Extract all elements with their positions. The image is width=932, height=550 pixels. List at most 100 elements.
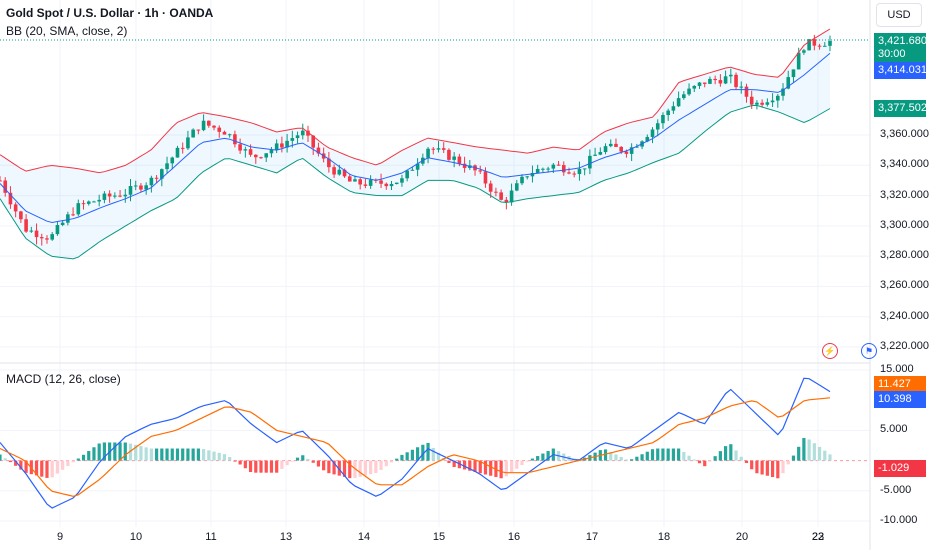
macd-histogram-bar (40, 460, 44, 477)
time-tick-label: 13 (279, 531, 293, 543)
candle-body (358, 179, 362, 185)
macd-histogram-bar (374, 460, 378, 474)
macd-histogram-bar (421, 444, 425, 461)
macd-histogram-bar (207, 450, 211, 461)
candle-body (128, 186, 133, 195)
macd-histogram-bar (509, 460, 514, 473)
candle-body (520, 176, 524, 184)
candle-body (295, 135, 300, 139)
macd-histogram-bar (50, 460, 54, 478)
candle-body (635, 146, 639, 148)
candle-body (264, 153, 269, 158)
macd-histogram-bar (661, 448, 665, 461)
macd-histogram-bar (739, 456, 743, 461)
macd-histogram-bar (369, 460, 373, 475)
macd-histogram-bar (0, 454, 2, 461)
flag-icon[interactable]: ⚑ (861, 343, 877, 359)
candle-body (201, 120, 206, 131)
macd-histogram-bar (405, 452, 409, 461)
candle-body (755, 102, 759, 105)
signal-badge: 10.398 (874, 391, 926, 408)
candle-body (697, 82, 702, 86)
macd-histogram-bar (734, 450, 738, 461)
candle-body (535, 168, 540, 173)
macd-histogram-bar (149, 448, 153, 461)
candle-body (671, 106, 676, 111)
lightning-icon[interactable]: ⚡ (822, 343, 838, 359)
candle-body (499, 192, 503, 200)
candle-body (786, 77, 791, 89)
candle-body (165, 163, 169, 170)
macd-histogram-bar (614, 454, 618, 461)
time-tick-label: 10 (129, 531, 143, 543)
candle-body (327, 158, 331, 168)
candle-body (650, 129, 655, 137)
bollinger-fill (0, 29, 830, 259)
candle-body (342, 169, 347, 177)
time-tick-label: 9 (56, 531, 64, 543)
candle-body (723, 76, 728, 84)
macd-histogram-bar (254, 460, 258, 473)
macd-histogram-bar (436, 452, 441, 461)
bb-middle-badge: 3,414.031 (874, 62, 927, 79)
candle-body (368, 179, 373, 186)
candle-body (92, 201, 96, 203)
macd-histogram-bar (301, 455, 305, 461)
candle-body (212, 125, 216, 128)
macd-histogram-bar (379, 460, 383, 470)
macd-histogram-bar (102, 442, 107, 461)
candle-body (687, 88, 691, 95)
currency-button[interactable]: USD (876, 3, 922, 27)
macd-histogram-bar (797, 446, 801, 461)
symbol-title[interactable]: Gold Spot / U.S. Dollar · 1h · OANDA (6, 6, 214, 20)
macd-histogram-bar (45, 460, 49, 478)
macd-histogram-bar (175, 448, 180, 461)
candle-body (160, 169, 164, 179)
macd-histogram-bar (144, 447, 148, 461)
candle-body (8, 192, 13, 205)
macd-tick-label: -5.000 (880, 483, 912, 496)
candle-body (0, 180, 2, 182)
candle-body (316, 147, 321, 154)
macd-histogram-bar (671, 448, 675, 461)
time-tick-label: 23 (811, 531, 825, 543)
time-tick-label: 22 (811, 531, 825, 543)
macd-histogram-bar (295, 457, 300, 461)
candle-body (45, 238, 49, 240)
grid (0, 0, 870, 527)
candle-body (29, 230, 34, 232)
histogram-badge: -1.029 (874, 460, 926, 477)
candle-body (666, 110, 670, 116)
last-price-value: 3,421.680 (878, 35, 927, 47)
macd-indicator-label[interactable]: MACD (12, 26, close) (6, 372, 121, 386)
candle-body (363, 184, 368, 186)
candle-body (306, 130, 310, 136)
candle-body (118, 195, 122, 197)
candle-body (123, 194, 128, 197)
macd-histogram-bar (765, 460, 769, 476)
candle-body (81, 203, 86, 205)
macd-tick-label: 15.000 (880, 363, 914, 375)
macd-histogram-bar (14, 460, 18, 466)
time-tick-label: 11 (205, 531, 217, 543)
candle-body (113, 195, 117, 197)
candle-body (447, 149, 451, 160)
macd-histogram-bar (723, 446, 728, 461)
macd-histogram-bar (416, 447, 420, 461)
macd-histogram-bar (316, 460, 321, 467)
candle-body (405, 170, 409, 179)
candle-body (207, 120, 211, 126)
macd-histogram-bar (666, 448, 670, 461)
candle-body (546, 168, 550, 170)
candle-body (107, 193, 112, 197)
candle-body (457, 156, 462, 164)
bb-indicator-label[interactable]: BB (20, SMA, close, 2) (6, 24, 128, 38)
macd-histogram-bar (134, 444, 138, 461)
macd-histogram-bar (61, 460, 65, 470)
macd-histogram-bar (489, 460, 493, 476)
candle-body (222, 131, 227, 135)
candle-body (133, 185, 138, 187)
macd-histogram-bar (468, 460, 472, 471)
candle-body (55, 224, 60, 235)
